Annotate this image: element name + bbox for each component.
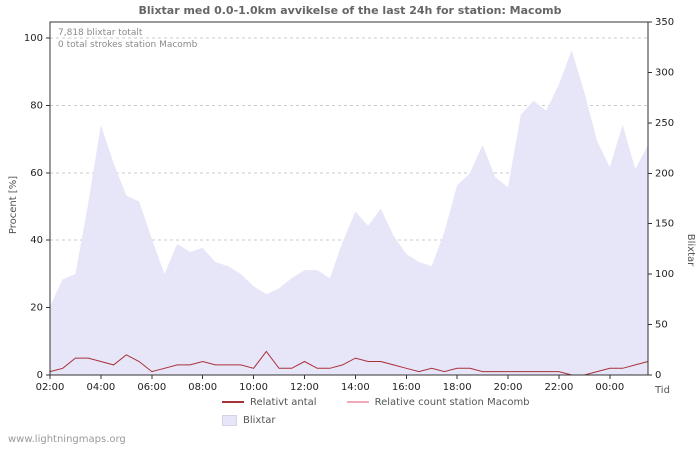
y-axis-label-right: Blixtar	[685, 233, 696, 267]
chart-title: Blixtar med 0.0-1.0km avvikelse of the l…	[138, 4, 562, 17]
legend: Relativt antal Relative count station Ma…	[222, 393, 530, 429]
x-tick-label: 10:00	[239, 382, 268, 393]
x-tick-label: 06:00	[137, 382, 166, 393]
watermark: www.lightningmaps.org	[8, 434, 126, 445]
right-tick-label: 150	[655, 219, 674, 230]
right-tick-label: 350	[655, 17, 674, 28]
legend-swatch-blixtar	[222, 414, 237, 426]
x-tick-label: 20:00	[494, 382, 523, 393]
x-tick-label: 00:00	[595, 382, 624, 393]
y-axis-label-left: Procent [%]	[8, 175, 19, 235]
left-tick-label: 100	[24, 33, 43, 44]
legend-item-relativt-antal: Relativt antal	[222, 397, 317, 408]
x-axis-label: Tid	[655, 385, 670, 396]
left-tick-label: 0	[37, 370, 43, 381]
legend-swatch-relativt-antal	[222, 401, 244, 403]
right-tick-label: 250	[655, 118, 674, 129]
annotation-total-strokes: 7,818 blixtar totalt	[58, 28, 143, 38]
right-tick-label: 200	[655, 168, 674, 179]
x-tick-label: 14:00	[341, 382, 370, 393]
plot-border	[49, 21, 649, 376]
legend-label-blixtar: Blixtar	[243, 414, 276, 426]
legend-swatch-relative-count-station	[346, 401, 369, 403]
left-tick-label: 80	[30, 100, 43, 111]
x-tick-label: 08:00	[188, 382, 217, 393]
left-tick-label: 20	[30, 303, 43, 314]
annotation-station-strokes: 0 total strokes station Macomb	[58, 40, 198, 50]
area-series	[50, 50, 648, 375]
x-tick-label: 12:00	[290, 382, 319, 393]
x-tick-label: 18:00	[443, 382, 472, 393]
right-tick-label: 300	[655, 67, 674, 78]
legend-row-1: Relativt antal Relative count station Ma…	[222, 393, 530, 411]
x-tick-label: 02:00	[36, 382, 65, 393]
legend-label-relative-count-station: Relative count station Macomb	[374, 396, 530, 408]
legend-item-relative-count-station: Relative count station Macomb	[346, 396, 530, 408]
line-series	[49, 350, 649, 376]
x-tick-label: 04:00	[86, 382, 115, 393]
right-tick-label: 0	[655, 370, 661, 381]
left-tick-label: 60	[30, 168, 43, 179]
legend-item-blixtar: Blixtar	[222, 414, 276, 426]
x-tick-label: 22:00	[545, 382, 574, 393]
x-tick-label: 16:00	[392, 382, 421, 393]
right-tick-label: 50	[655, 320, 668, 331]
legend-label-relativt-antal: Relativt antal	[250, 396, 317, 408]
legend-row-2: Blixtar	[222, 411, 530, 429]
left-tick-label: 40	[30, 235, 43, 246]
right-tick-label: 100	[655, 269, 674, 280]
